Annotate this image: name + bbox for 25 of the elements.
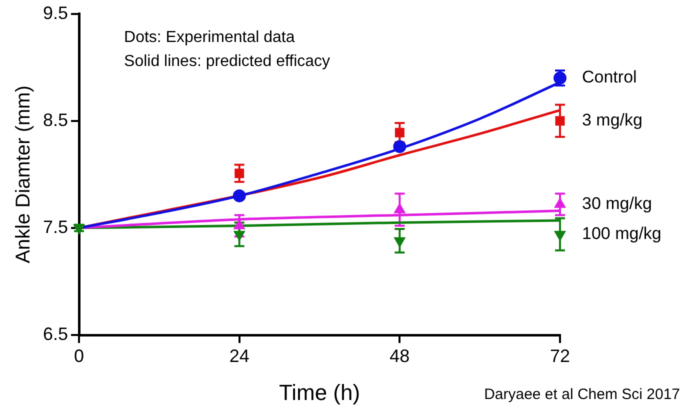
y-axis-title: Ankle Diamter (mm) (12, 86, 35, 264)
text: Daryaee et al Chem Sci 2017 (484, 386, 680, 404)
annotation: Dots: Experimental data (124, 29, 295, 46)
x-tick-label: 72 (550, 346, 570, 366)
x-axis-title: Time (h) (278, 380, 360, 405)
y-tick-label: 7.5 (42, 216, 68, 237)
point (393, 140, 406, 154)
series-label: 3 mg/kg (582, 110, 642, 130)
x-tick-label: 0 (74, 346, 84, 366)
point (232, 189, 246, 202)
x-tick-label: 48 (390, 346, 410, 366)
series-label: 30 mg/kg (582, 194, 652, 214)
y-tick-label: 6.5 (42, 324, 68, 344)
point (554, 230, 566, 241)
point (394, 128, 404, 138)
series-label: Control (582, 68, 637, 87)
point (234, 168, 244, 178)
point (394, 237, 406, 248)
point (234, 230, 246, 241)
x-tick-label: 24 (229, 346, 250, 366)
y-tick-label: 8.5 (42, 110, 68, 130)
annotation: Solid lines: predicted efficacy (124, 53, 330, 70)
point (555, 116, 565, 126)
series-label: 100 mg/kg (582, 224, 662, 244)
y-tick-label: 9.5 (42, 2, 68, 23)
